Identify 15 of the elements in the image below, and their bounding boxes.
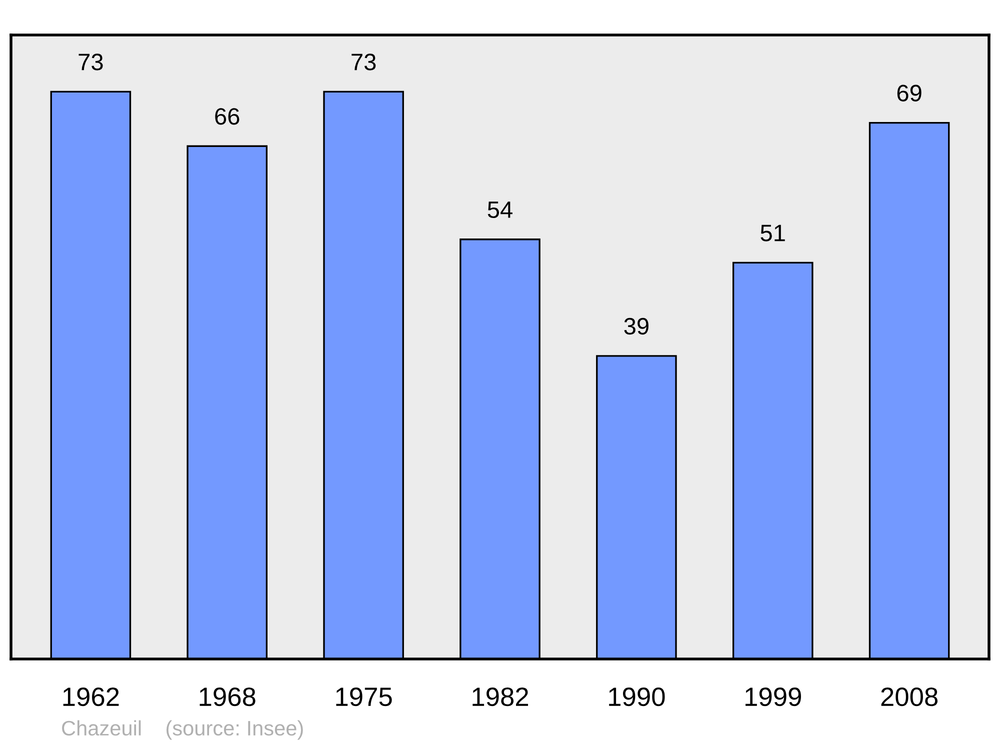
- data-label: 54: [488, 202, 512, 218]
- x-tick-label: 1962: [63, 687, 119, 706]
- data-label: 69: [897, 84, 922, 102]
- x-tick-label: 1999: [746, 687, 801, 706]
- x-tick-label: 2008: [881, 687, 938, 706]
- data-label: 51: [760, 224, 785, 242]
- data-label: 66: [215, 108, 240, 125]
- x-tick-label: 1975: [336, 687, 392, 706]
- x-tick-label: 1982: [472, 687, 528, 706]
- text: Chazeuil (source: Insee): [62, 720, 303, 740]
- data-label: 39: [624, 318, 648, 335]
- x-tick-label: 1990: [609, 687, 665, 706]
- x-tick-label: 1968: [200, 687, 256, 706]
- data-label: 73: [78, 54, 103, 70]
- data-label: 73: [352, 54, 376, 70]
